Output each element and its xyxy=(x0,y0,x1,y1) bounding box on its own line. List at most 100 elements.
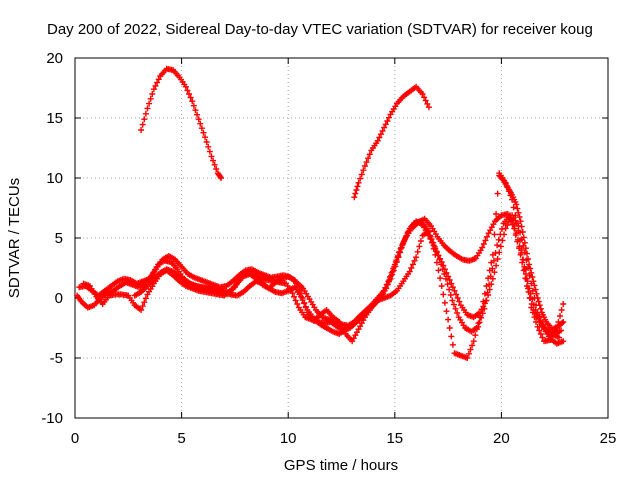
data-point xyxy=(493,211,500,217)
data-point xyxy=(433,249,440,256)
data-point xyxy=(360,167,367,174)
data-point xyxy=(424,100,431,107)
data-point xyxy=(190,102,197,109)
data-point xyxy=(210,157,217,164)
data-point xyxy=(515,209,522,216)
data-point xyxy=(139,303,146,310)
data-point xyxy=(450,301,457,308)
data-point xyxy=(448,280,455,287)
data-point xyxy=(518,223,525,230)
data-point xyxy=(520,234,527,241)
data-point xyxy=(425,104,432,111)
data-point xyxy=(385,114,392,121)
data-point xyxy=(496,249,503,256)
data-point xyxy=(473,326,480,333)
data-point xyxy=(206,148,213,155)
y-tick-label: 15 xyxy=(46,110,63,127)
data-point xyxy=(382,121,389,128)
series-arc-7 xyxy=(496,172,567,333)
data-point xyxy=(445,316,452,323)
data-point xyxy=(141,299,148,306)
data-point xyxy=(355,179,362,186)
data-point xyxy=(302,303,309,310)
data-point xyxy=(454,310,461,316)
data-point xyxy=(482,237,489,244)
series-arc-6 xyxy=(131,212,567,347)
data-point xyxy=(409,261,416,268)
data-point xyxy=(558,307,565,313)
data-point xyxy=(447,292,454,298)
data-point xyxy=(413,254,420,261)
data-point xyxy=(509,221,516,228)
data-point xyxy=(142,110,149,117)
data-point xyxy=(429,239,436,246)
data-point xyxy=(435,267,442,274)
data-point xyxy=(398,244,405,251)
data-point xyxy=(421,94,428,101)
data-point xyxy=(205,143,212,150)
data-point xyxy=(513,201,520,208)
data-point xyxy=(292,297,299,304)
data-point xyxy=(182,83,189,90)
data-point xyxy=(365,155,372,162)
data-point xyxy=(211,161,218,168)
data-point xyxy=(560,301,567,307)
data-point xyxy=(435,252,442,259)
data-points xyxy=(74,65,567,361)
data-point xyxy=(440,291,447,298)
data-point xyxy=(440,262,447,269)
data-point xyxy=(289,290,296,297)
data-point xyxy=(379,127,386,134)
data-point xyxy=(408,265,415,271)
data-point xyxy=(197,120,204,127)
y-axis-label: SDTVAR / TECUs xyxy=(6,178,23,298)
data-point xyxy=(198,125,205,132)
data-point xyxy=(376,134,383,141)
data-point xyxy=(405,229,412,235)
data-point xyxy=(195,116,202,123)
y-tick-label: -10 xyxy=(41,410,63,427)
data-point xyxy=(470,338,477,345)
data-point xyxy=(352,190,359,197)
data-point xyxy=(432,245,439,252)
data-point xyxy=(422,97,429,104)
data-point xyxy=(213,166,220,172)
data-point xyxy=(449,341,456,348)
data-point xyxy=(522,245,529,252)
data-point xyxy=(494,242,501,249)
data-point xyxy=(446,277,453,283)
data-point xyxy=(301,300,308,307)
data-point xyxy=(152,82,159,89)
data-point xyxy=(467,346,474,353)
data-point xyxy=(517,218,524,225)
data-point xyxy=(411,257,418,264)
data-point xyxy=(560,338,567,345)
data-point xyxy=(155,76,162,83)
data-point xyxy=(491,269,498,276)
data-point xyxy=(437,275,444,282)
data-point xyxy=(419,91,426,97)
data-point xyxy=(475,320,482,327)
series-arc-5 xyxy=(80,170,567,361)
y-tick-label: -5 xyxy=(50,350,63,367)
data-point xyxy=(354,183,361,190)
data-point xyxy=(218,175,225,181)
data-point xyxy=(486,267,493,274)
data-point xyxy=(291,277,298,283)
data-point xyxy=(534,295,541,301)
data-point xyxy=(437,255,444,262)
x-axis-label: GPS time / hours xyxy=(284,457,398,474)
data-point xyxy=(366,151,373,158)
data-point xyxy=(446,286,453,293)
data-point xyxy=(529,274,536,280)
data-point xyxy=(557,313,564,319)
data-point xyxy=(146,100,153,107)
data-point xyxy=(537,331,544,337)
data-point xyxy=(472,332,479,339)
data-point xyxy=(299,297,306,304)
data-point xyxy=(555,334,562,341)
data-point xyxy=(539,334,546,341)
data-point xyxy=(297,293,304,300)
data-point xyxy=(149,91,156,97)
